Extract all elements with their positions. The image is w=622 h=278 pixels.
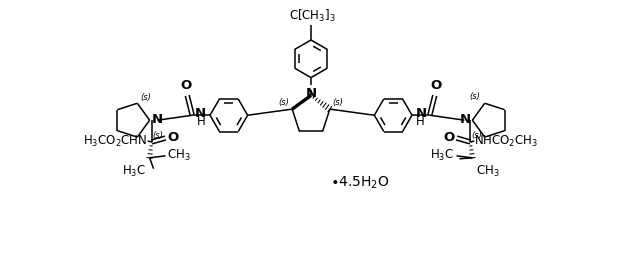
Text: (s): (s) [333, 98, 344, 107]
Text: NHCO$_2$CH$_3$: NHCO$_2$CH$_3$ [475, 133, 539, 148]
Text: N: N [305, 86, 317, 100]
Text: H$_3$C: H$_3$C [430, 148, 455, 163]
Text: N: N [459, 113, 470, 126]
Text: CH$_3$: CH$_3$ [167, 148, 191, 163]
Text: (s): (s) [471, 131, 482, 140]
Text: N: N [195, 107, 206, 120]
Text: H$_3$CO$_2$CHN: H$_3$CO$_2$CHN [83, 133, 147, 148]
Text: H$_3$C: H$_3$C [121, 164, 146, 179]
Text: N: N [152, 113, 163, 126]
Text: H: H [197, 115, 206, 128]
Text: N: N [416, 107, 427, 120]
Text: O: O [167, 130, 179, 143]
Text: (s): (s) [141, 93, 151, 102]
Text: (s): (s) [152, 131, 164, 140]
Text: (s): (s) [470, 92, 481, 101]
Text: O: O [443, 130, 455, 143]
Text: C[CH$_3$]$_3$: C[CH$_3$]$_3$ [289, 8, 335, 24]
Text: CH$_3$: CH$_3$ [476, 164, 500, 179]
Text: $\bullet$4.5H$_2$O: $\bullet$4.5H$_2$O [330, 174, 389, 191]
Text: O: O [180, 80, 192, 93]
Text: H: H [416, 115, 425, 128]
Text: O: O [430, 80, 442, 93]
Text: (s): (s) [278, 98, 289, 107]
